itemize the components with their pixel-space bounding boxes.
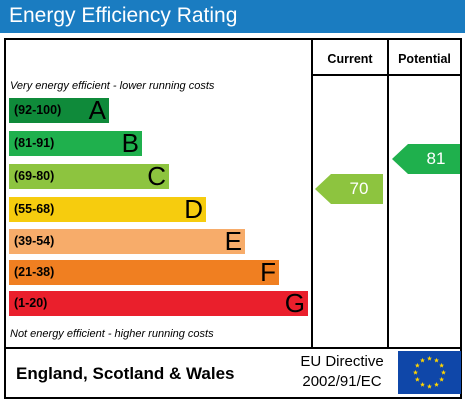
potential-column-header: Potential [398,52,451,66]
band-e: (39-54) E [9,226,245,256]
eu-directive-number: 2002/91/EC [302,373,382,390]
potential-arrow-shape [392,144,460,174]
band-range: (81-91) [14,136,55,150]
band-d: (55-68) D [9,194,206,224]
eu-directive-title: EU Directive [300,353,384,370]
eu-directive: EU Directive 2002/91/EC [289,352,395,392]
current-rating-value: 70 [349,179,369,198]
eu-star-icon [439,362,445,368]
eu-star-icon [414,362,420,368]
band-b: (81-91) B [9,128,142,158]
eu-star-icon [427,355,432,361]
band-f: (21-38) F [9,257,279,287]
band-letter: E [224,226,242,256]
band-a: (92-100) A [9,95,109,125]
eu-star-icon [420,357,425,363]
current-column-header: Current [327,52,373,66]
band-range: (55-68) [14,202,55,216]
header-divider [311,74,460,76]
band-range: (21-38) [14,265,55,279]
band-range: (92-100) [14,103,62,117]
title-bar: Energy Efficiency Rating [0,0,465,33]
current-arrow-shape [315,174,383,204]
inefficient-note: Not energy efficient - higher running co… [10,328,214,340]
footer-divider [6,347,460,349]
eu-star-icon [414,376,420,382]
eu-star-icon [427,383,432,389]
band-letter: F [260,257,276,287]
eu-flag-icon [398,351,461,394]
rating-table: Current Potential Very energy efficient … [4,38,462,399]
country-label: England, Scotland & Wales [16,364,235,383]
eu-star-icon [439,376,445,382]
band-letter: C [147,161,166,191]
band-letter: G [284,288,305,318]
column-divider-current [311,40,313,349]
band-letter: A [88,95,106,125]
band-letter: D [184,194,203,224]
efficient-note: Very energy efficient - lower running co… [10,80,215,92]
eu-star-icon [413,369,418,375]
eu-star-icon [441,369,446,375]
band-letter: B [121,128,139,158]
band-c: (69-80) C [9,161,169,191]
eu-star-icon [434,357,439,363]
column-divider-potential [387,40,389,349]
band-g: (1-20) G [9,288,308,318]
potential-rating-value: 81 [426,149,446,168]
band-range: (69-80) [14,169,55,183]
eu-star-icon [420,382,425,387]
current-rating-arrow: 70 [315,174,383,204]
band-range: (1-20) [14,296,48,310]
eu-star-icon [434,382,439,387]
page-title: Energy Efficiency Rating [9,4,238,27]
band-range: (39-54) [14,234,55,248]
potential-rating-arrow: 81 [392,144,460,174]
